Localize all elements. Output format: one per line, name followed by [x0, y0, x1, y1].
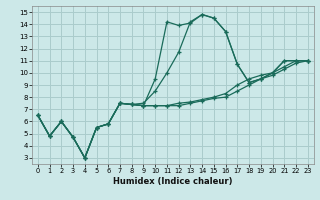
X-axis label: Humidex (Indice chaleur): Humidex (Indice chaleur)	[113, 177, 233, 186]
